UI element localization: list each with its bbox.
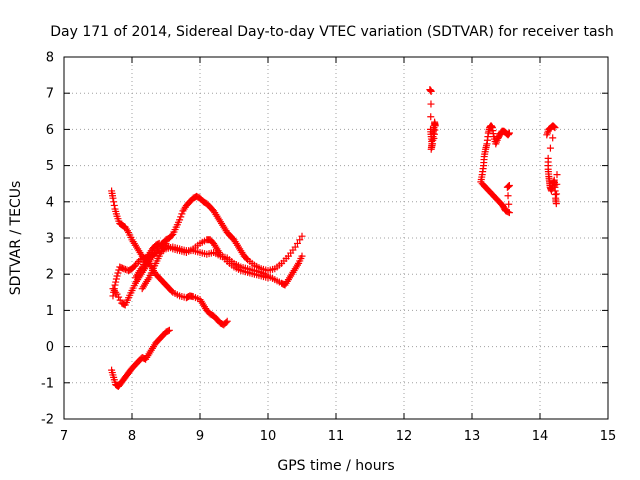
series-track-f — [108, 326, 173, 390]
data-point — [546, 144, 554, 152]
y-tick-label: 6 — [46, 123, 54, 138]
data-point — [178, 210, 186, 218]
data-point — [505, 200, 513, 208]
series-track-j — [543, 122, 561, 208]
data-point — [165, 326, 173, 334]
data-point — [552, 200, 560, 208]
y-tick-label: 2 — [46, 268, 54, 283]
data-point — [504, 183, 512, 191]
data-point — [550, 122, 558, 130]
x-axis-label: GPS time / hours — [277, 458, 394, 474]
data-point — [164, 327, 172, 335]
data-point — [109, 194, 117, 202]
data-point — [505, 209, 513, 217]
data-point — [293, 239, 301, 247]
data-point — [168, 232, 176, 240]
y-axis-label: SDTVAR / TECUs — [8, 181, 24, 296]
data-point — [112, 275, 120, 283]
data-point — [111, 281, 119, 289]
data-point — [427, 100, 435, 108]
x-tick-label: 14 — [532, 429, 549, 444]
data-point — [549, 134, 557, 142]
data-point — [430, 134, 438, 142]
y-tick-label: 1 — [46, 304, 54, 319]
data-point — [504, 208, 512, 216]
x-tick-label: 11 — [328, 429, 345, 444]
data-point — [223, 317, 231, 325]
data-point — [116, 296, 124, 304]
data-point — [113, 290, 121, 298]
data-point — [550, 123, 558, 131]
data-point — [120, 265, 128, 273]
y-tick-label: -1 — [41, 376, 54, 391]
x-tick-label: 15 — [600, 429, 617, 444]
data-point — [110, 198, 118, 206]
x-tick-label: 7 — [60, 429, 68, 444]
data-point — [505, 182, 513, 190]
x-tick-label: 13 — [464, 429, 481, 444]
data-point — [113, 272, 121, 280]
series-track-c — [109, 192, 306, 309]
x-tick-label: 8 — [128, 429, 136, 444]
data-point — [115, 293, 123, 301]
data-point — [177, 213, 185, 221]
y-tick-label: 7 — [46, 87, 54, 102]
y-tick-label: 3 — [46, 232, 54, 247]
data-point — [553, 190, 561, 198]
series-track-e — [138, 239, 170, 293]
x-tick-label: 12 — [396, 429, 413, 444]
x-tick-label: 10 — [260, 429, 277, 444]
data-points — [108, 86, 561, 390]
y-tick-label: 0 — [46, 340, 54, 355]
grid — [64, 57, 608, 419]
data-point — [162, 239, 170, 247]
data-point — [264, 274, 272, 282]
data-point — [291, 243, 299, 251]
data-point — [427, 113, 435, 121]
data-point — [114, 269, 122, 277]
data-point — [504, 192, 512, 200]
data-point — [296, 236, 304, 244]
y-tick-label: -2 — [41, 413, 54, 428]
data-point — [551, 124, 559, 132]
data-point — [110, 201, 118, 209]
data-point — [118, 264, 126, 272]
series-track-d — [131, 236, 272, 282]
data-point — [553, 180, 561, 188]
data-point — [112, 278, 120, 286]
series-track-i — [478, 180, 513, 217]
data-point — [109, 292, 117, 300]
y-tick-label: 5 — [46, 159, 54, 174]
data-point — [298, 232, 306, 240]
data-point — [505, 182, 513, 190]
y-tick-label: 8 — [46, 51, 54, 66]
data-point — [242, 255, 250, 263]
chart-title: Day 171 of 2014, Sidereal Day-to-day VTE… — [50, 24, 613, 40]
series-track-g — [426, 86, 439, 153]
data-point — [553, 171, 561, 179]
data-point — [298, 252, 306, 260]
x-tick-label: 9 — [196, 429, 204, 444]
data-point — [427, 87, 435, 95]
y-tick-label: 4 — [46, 195, 54, 210]
data-point — [176, 216, 184, 224]
data-point — [505, 129, 513, 137]
data-point — [222, 318, 230, 326]
series-track-h — [477, 122, 513, 186]
